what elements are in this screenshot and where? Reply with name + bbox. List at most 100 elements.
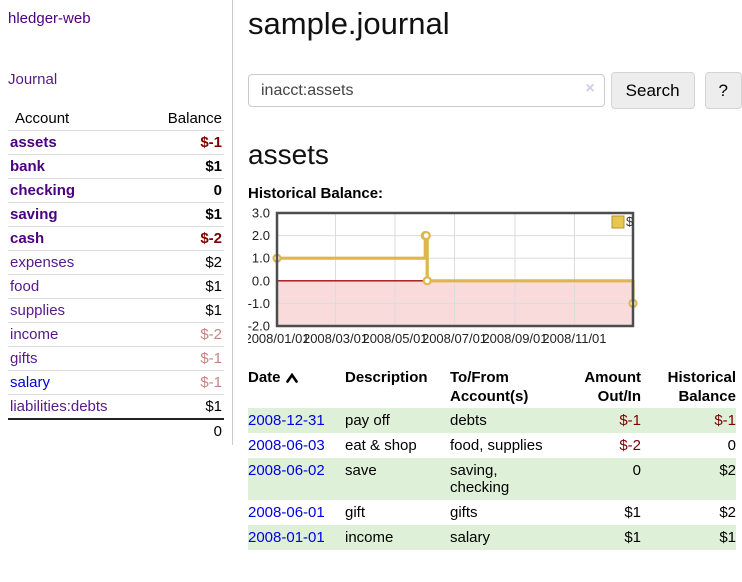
svg-text:$: $ — [626, 214, 634, 229]
accounts-table-header: Account Balance — [8, 107, 224, 131]
account-row: bank $1 — [8, 154, 224, 179]
transaction-balance: 0 — [727, 437, 736, 454]
svg-text:-2.0: -2.0 — [248, 319, 270, 334]
svg-text:2.0: 2.0 — [252, 228, 270, 243]
account-balance: $1 — [145, 298, 224, 323]
svg-text:0.0: 0.0 — [252, 273, 270, 288]
register-header-accounts: To/From Account(s) — [450, 369, 529, 405]
account-row: salary $-1 — [8, 370, 224, 395]
register-header-balance: Historical Balance — [667, 369, 736, 405]
transaction-date-link[interactable]: 2008-06-02 — [248, 462, 325, 479]
register-row: 2008-01-01 income salary $1 $1 — [248, 525, 736, 550]
account-row: food $1 — [8, 274, 224, 299]
account-row: assets $-1 — [8, 130, 224, 155]
accounts-total-row: 0 — [8, 418, 224, 443]
chart-canvas: 3.0 2.0 1.0 0.0 -1.0 -2.02008/01/012008/03/01… — [244, 206, 638, 346]
transaction-description: gift — [345, 504, 366, 521]
account-link[interactable]: saving — [10, 206, 58, 223]
account-balance: $-1 — [145, 346, 224, 371]
register-table: Date Description To/From Account(s) Amou… — [248, 366, 736, 550]
account-link[interactable]: food — [10, 278, 40, 295]
transaction-accounts: food, supplies — [450, 437, 543, 454]
transaction-balance: $2 — [719, 504, 736, 521]
search-row: × Search ? — [248, 72, 742, 109]
account-row: cash $-2 — [8, 226, 224, 251]
register-row: 2008-12-31 pay off debts $-1 $-1 — [248, 408, 736, 433]
transaction-description: income — [345, 529, 394, 546]
account-balance: 0 — [145, 178, 224, 203]
account-link[interactable]: cash — [10, 230, 45, 247]
sort-ascending-icon — [285, 369, 298, 388]
accounts-header-account: Account — [8, 107, 146, 131]
account-row: saving $1 — [8, 202, 224, 227]
svg-text:2008/03/01: 2008/03/01 — [303, 331, 368, 346]
main-content: sample.journal × Search ? assets Histori… — [244, 0, 742, 550]
account-row: liabilities:debts $1 — [8, 394, 224, 420]
transaction-amount: $-2 — [619, 437, 641, 454]
transaction-description: pay off — [345, 412, 390, 429]
account-row: gifts $-1 — [8, 346, 224, 371]
account-balance: $-2 — [145, 226, 224, 251]
sidebar: hledger-web Journal Account Balance asse… — [0, 0, 233, 445]
account-link[interactable]: income — [10, 326, 59, 343]
account-balance: $1 — [145, 154, 224, 179]
svg-text:2008/07/01: 2008/07/01 — [422, 331, 487, 346]
transaction-balance: $2 — [719, 462, 736, 479]
account-row: income $-2 — [8, 322, 224, 347]
transaction-accounts: debts — [450, 412, 487, 429]
account-link[interactable]: bank — [10, 158, 46, 175]
search-box: × — [248, 74, 605, 107]
account-heading: assets — [248, 139, 329, 170]
app-title-link[interactable]: hledger-web — [8, 10, 91, 27]
account-balance: $1 — [145, 274, 224, 299]
account-link[interactable]: supplies — [10, 302, 66, 319]
account-balance: $-2 — [145, 322, 224, 347]
accounts-header-balance: Balance — [145, 107, 224, 131]
transaction-amount: $1 — [624, 504, 641, 521]
help-button[interactable]: ? — [704, 72, 742, 109]
account-row: expenses $2 — [8, 250, 224, 275]
transaction-date-link[interactable]: 2008-12-31 — [248, 412, 325, 429]
svg-text:2008/01/01: 2008/01/01 — [248, 331, 310, 346]
account-link[interactable]: liabilities:debts — [10, 398, 108, 415]
register-header-row: Date Description To/From Account(s) Amou… — [248, 366, 736, 408]
account-balance: $2 — [145, 250, 224, 275]
account-link[interactable]: assets — [10, 134, 57, 151]
svg-text:-1.0: -1.0 — [248, 296, 270, 311]
chart-title: Historical Balance: — [248, 185, 384, 202]
account-balance: $1 — [145, 202, 224, 227]
account-link[interactable]: salary — [10, 374, 51, 391]
transaction-accounts: gifts — [450, 504, 478, 521]
transaction-amount: $1 — [624, 529, 641, 546]
account-balance: $-1 — [145, 130, 224, 155]
sidebar-item-journal[interactable]: Journal — [8, 71, 58, 88]
search-button[interactable]: Search — [610, 72, 695, 109]
search-input[interactable] — [248, 74, 605, 107]
transaction-amount: $-1 — [619, 412, 641, 429]
clear-search-icon[interactable]: × — [585, 80, 595, 97]
account-balance: $1 — [145, 394, 224, 420]
historical-balance-chart: 3.0 2.0 1.0 0.0 -1.0 -2.0 2008/01/01 2008/03/01… — [244, 206, 648, 358]
accounts-table: Account Balance assets $-1 bank $1 checking 0… — [8, 107, 224, 443]
account-link[interactable]: gifts — [10, 350, 38, 367]
register-row: 2008-06-01 gift gifts $1 $2 — [248, 500, 736, 525]
register-row: 2008-06-03 eat & shop food, supplies $-2 0 — [248, 433, 736, 458]
accounts-total: 0 — [145, 418, 224, 443]
transaction-description: eat & shop — [345, 437, 417, 454]
account-link[interactable]: checking — [10, 182, 76, 199]
transaction-date-link[interactable]: 2008-06-03 — [248, 437, 325, 454]
transaction-description: save — [345, 462, 377, 479]
transaction-date-link[interactable]: 2008-06-01 — [248, 504, 325, 521]
account-row: checking 0 — [8, 178, 224, 203]
transaction-date-link[interactable]: 2008-01-01 — [248, 529, 325, 546]
transaction-amount: 0 — [632, 462, 641, 479]
transaction-accounts: salary — [450, 529, 491, 546]
svg-text:2008/09/01: 2008/09/01 — [482, 331, 547, 346]
account-link[interactable]: expenses — [10, 254, 75, 271]
svg-text:2008/05/01: 2008/05/01 — [362, 331, 427, 346]
register-header-date: Date — [248, 366, 345, 408]
register-row: 2008-06-02 save saving, checking 0 $2 — [248, 458, 736, 500]
transaction-balance: $1 — [719, 529, 736, 546]
svg-text:2008/11/01: 2008/11/01 — [542, 331, 606, 346]
register-header-amount: Amount Out/In — [584, 369, 641, 405]
